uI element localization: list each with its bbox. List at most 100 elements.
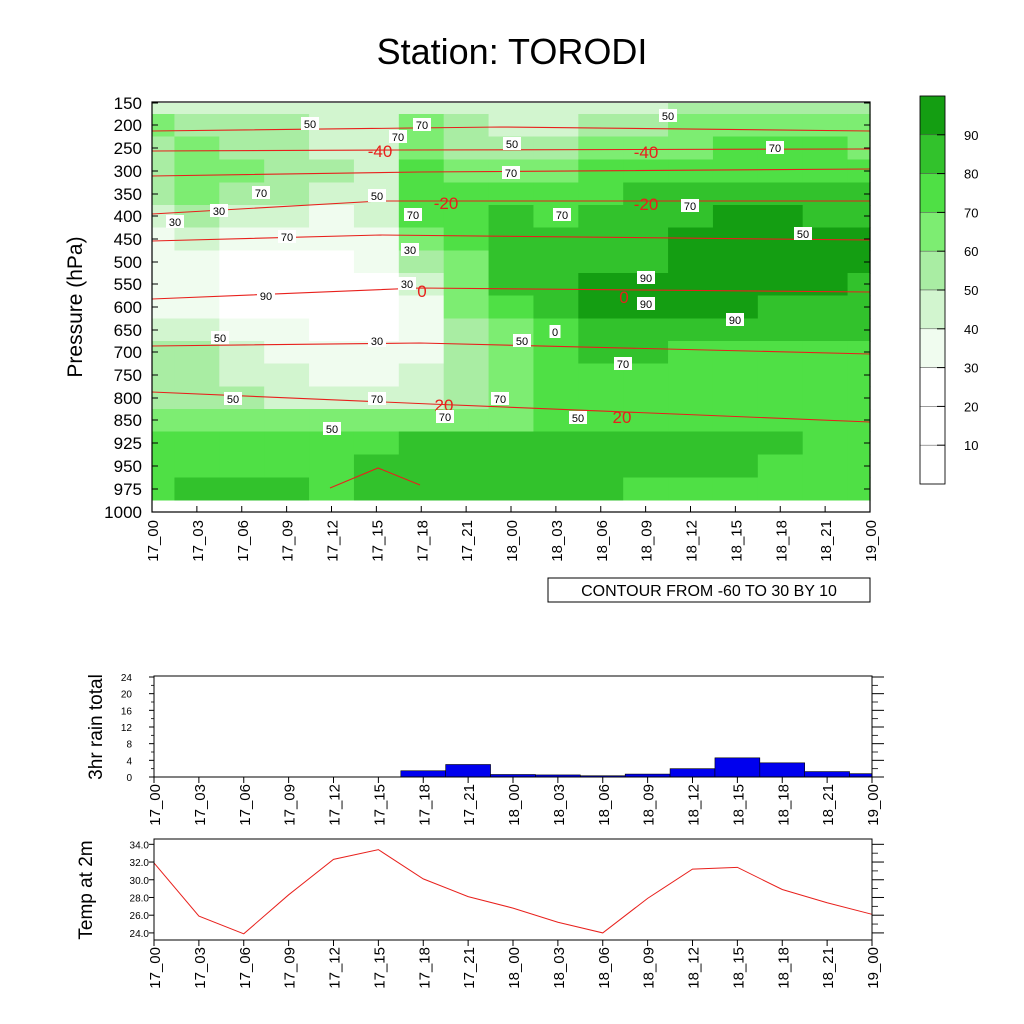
rh-cell bbox=[668, 205, 714, 229]
rh-cell bbox=[533, 477, 579, 502]
pressure-tick-label: 850 bbox=[114, 411, 142, 430]
rh-cell bbox=[802, 273, 849, 297]
rh-cell bbox=[398, 250, 445, 274]
rh-cell bbox=[353, 273, 400, 297]
rh-cell bbox=[712, 159, 759, 184]
rh-cell bbox=[398, 159, 445, 184]
rain-frame bbox=[153, 675, 873, 778]
time-tick-label: 18_21 bbox=[818, 520, 835, 562]
legend-label: 80 bbox=[964, 167, 978, 182]
time-tick-label: 17_00 bbox=[145, 520, 162, 562]
rh-cell bbox=[712, 103, 759, 115]
rh-contour-label: 90 bbox=[640, 299, 652, 311]
temp-contour-line bbox=[151, 148, 871, 152]
rh-cell bbox=[174, 454, 220, 479]
rh-cell bbox=[398, 182, 445, 206]
rain-bar bbox=[400, 770, 446, 778]
rh-label-box bbox=[549, 325, 561, 338]
rain-x-label: 18_18 bbox=[775, 784, 792, 826]
temp-x-label: 17_06 bbox=[237, 947, 254, 989]
rh-cell bbox=[309, 409, 355, 433]
rh-contour-label: 50 bbox=[516, 336, 528, 348]
pressure-tick-label: 750 bbox=[114, 366, 142, 385]
rh-cell bbox=[847, 477, 871, 502]
rh-cell bbox=[578, 136, 624, 161]
rh-cell bbox=[757, 318, 804, 342]
rh-cell bbox=[443, 409, 490, 433]
rain-x-label: 19_00 bbox=[865, 784, 882, 826]
rh-cell bbox=[264, 409, 310, 433]
legend-swatch bbox=[919, 328, 946, 368]
rh-cell bbox=[443, 103, 490, 115]
rh-cell bbox=[264, 250, 310, 274]
rh-contour-label: 50 bbox=[304, 119, 316, 131]
rh-cell bbox=[533, 386, 579, 410]
time-tick-label: 17_09 bbox=[280, 520, 297, 562]
rh-label-box bbox=[404, 208, 422, 221]
rh-contour-label: 90 bbox=[729, 315, 741, 327]
rh-cell bbox=[712, 454, 759, 479]
rh-cell bbox=[174, 273, 220, 297]
rain-x-label: 18_21 bbox=[820, 784, 837, 826]
rh-cell bbox=[533, 250, 579, 274]
time-tick-label: 17_06 bbox=[235, 520, 252, 562]
rh-cell bbox=[488, 182, 535, 206]
time-tick-label: 17_18 bbox=[414, 520, 431, 562]
rh-cell bbox=[712, 136, 759, 161]
contour-info-text: CONTOUR FROM -60 TO 30 BY 10 bbox=[581, 583, 837, 600]
rh-cell bbox=[353, 409, 400, 433]
rh-cell bbox=[152, 295, 176, 320]
rh-cell bbox=[174, 477, 220, 502]
rh-cell bbox=[847, 103, 871, 115]
rh-contour-label: 70 bbox=[556, 210, 568, 222]
rh-cell bbox=[219, 477, 265, 502]
rh-cell bbox=[488, 454, 535, 479]
temp-x-label: 18_03 bbox=[551, 947, 568, 989]
rh-cell bbox=[264, 159, 310, 184]
rh-label-box bbox=[368, 334, 386, 347]
legend-swatch bbox=[919, 406, 946, 446]
rain-bar bbox=[714, 757, 761, 778]
rh-cell bbox=[802, 431, 849, 456]
pressure-axis: 1502002503003504004505005506006507007508… bbox=[104, 94, 870, 522]
rain-x-label: 18_12 bbox=[686, 784, 703, 826]
legend-label: 90 bbox=[964, 128, 978, 143]
rh-cell bbox=[219, 431, 265, 456]
rh-cell bbox=[802, 159, 849, 184]
rh-label-box bbox=[257, 289, 275, 302]
rh-cell bbox=[264, 318, 310, 342]
rh-cell bbox=[488, 409, 535, 433]
rh-cell bbox=[578, 250, 624, 274]
rh-contour-label: 70 bbox=[439, 412, 451, 424]
rh-label-box bbox=[513, 334, 531, 347]
rh-cell bbox=[174, 363, 220, 388]
rh-cell bbox=[668, 227, 714, 252]
rh-cell bbox=[847, 295, 871, 320]
legend-swatch bbox=[919, 250, 946, 291]
rh-cell bbox=[443, 182, 490, 206]
rh-cell bbox=[802, 454, 849, 479]
rh-cell bbox=[353, 205, 400, 229]
rh-cell bbox=[578, 318, 624, 342]
rh-cell bbox=[712, 273, 759, 297]
rh-label-box bbox=[252, 186, 270, 199]
rh-contour-label: 50 bbox=[506, 139, 518, 151]
rh-cell bbox=[712, 295, 759, 320]
rh-cell bbox=[802, 103, 849, 115]
rh-cell bbox=[533, 227, 579, 252]
rh-cell bbox=[174, 159, 220, 184]
rh-cell bbox=[264, 273, 310, 297]
rh-label-box bbox=[368, 392, 386, 405]
rh-cell bbox=[353, 318, 400, 342]
rh-cell bbox=[353, 454, 400, 479]
rh-cell bbox=[174, 409, 220, 433]
rh-cell bbox=[152, 103, 176, 115]
rh-cell bbox=[847, 409, 871, 433]
pressure-tick-label: 350 bbox=[114, 185, 142, 204]
rh-cell bbox=[847, 454, 871, 479]
rh-cell bbox=[668, 409, 714, 433]
rh-cell bbox=[623, 477, 669, 502]
rain-y-label: 24 bbox=[121, 673, 133, 684]
rh-cell bbox=[757, 363, 804, 388]
pressure-tick-label: 550 bbox=[114, 275, 142, 294]
